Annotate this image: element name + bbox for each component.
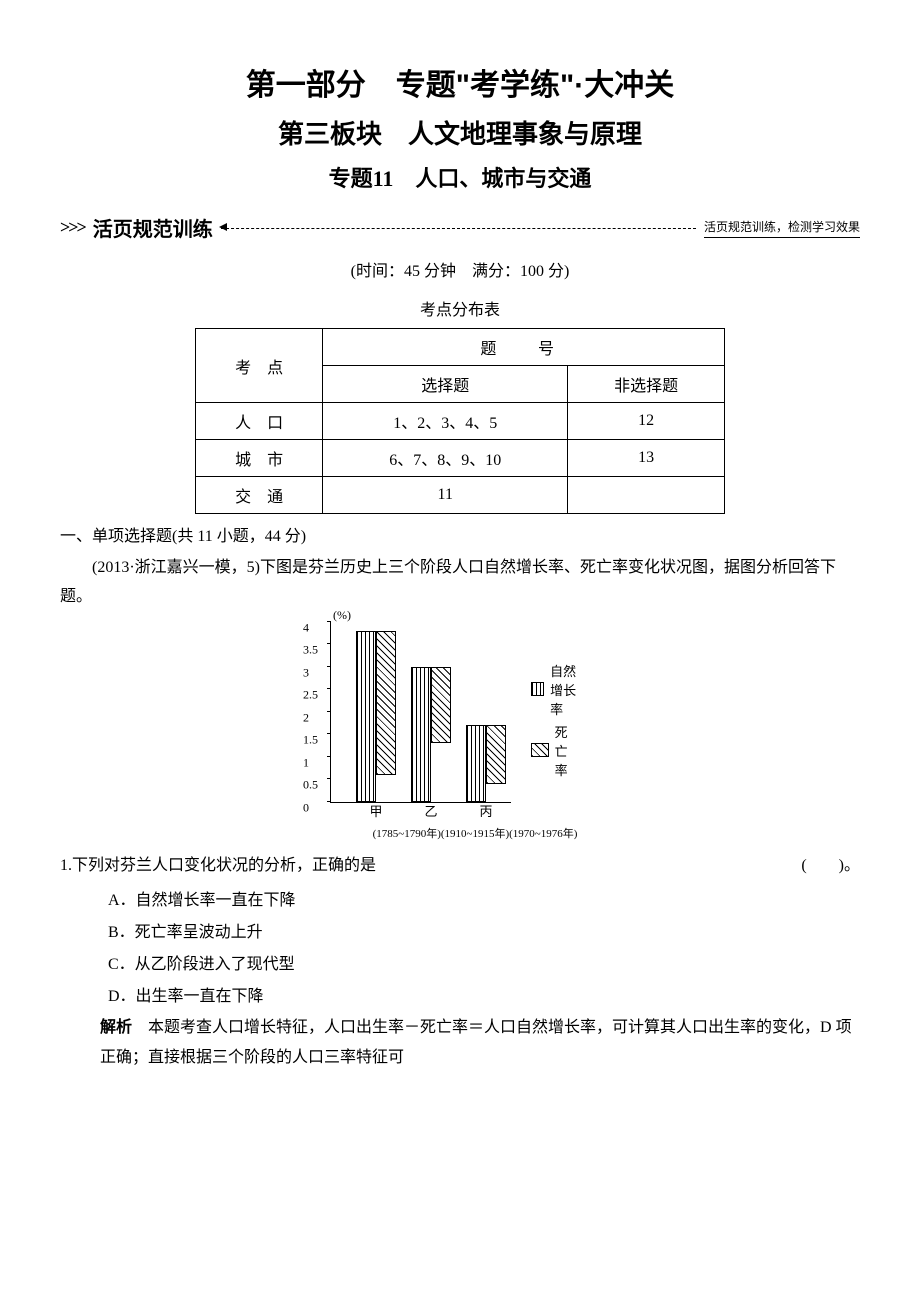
dist-table: 考 点 题 号 选择题 非选择题 人 口 1、2、3、4、5 12 城 市 6、… bbox=[195, 328, 725, 514]
bar-death bbox=[431, 667, 451, 744]
legend-label: 自然增长率 bbox=[550, 661, 578, 718]
practice-header: >>> 活页规范训练 活页规范训练，检测学习效果 bbox=[60, 213, 860, 242]
bar-group bbox=[411, 667, 451, 802]
x-caption: (1785~1790年)(1910~1915年)(1970~1976年) bbox=[330, 825, 620, 841]
th-qno: 题 号 bbox=[323, 329, 725, 366]
legend-label: 死亡率 bbox=[555, 722, 578, 779]
question-line: 1.下列对芬兰人口变化状况的分析，正确的是 ( )。 bbox=[60, 851, 860, 875]
th-topic: 考 点 bbox=[196, 329, 323, 403]
bar-nir bbox=[411, 667, 431, 802]
question-text: 1.下列对芬兰人口变化状况的分析，正确的是 bbox=[60, 851, 376, 875]
title-sub: 第三板块 人文地理事象与原理 bbox=[60, 114, 860, 151]
bar-group bbox=[466, 725, 506, 802]
cell: 6、7、8、9、10 bbox=[323, 440, 568, 477]
table-row: 考 点 题 号 bbox=[196, 329, 725, 366]
y-unit: (%) bbox=[333, 608, 351, 623]
dist-table-title: 考点分布表 bbox=[60, 296, 860, 320]
cell bbox=[568, 477, 725, 514]
x-label: 甲 bbox=[369, 801, 382, 820]
chart-container: (%) 自然增长率 死亡率 00.511.522.533.54甲乙丙 (1785… bbox=[300, 622, 620, 841]
bar-death bbox=[376, 631, 396, 775]
bar-nir bbox=[466, 725, 486, 802]
table-row: 人 口 1、2、3、4、5 12 bbox=[196, 403, 725, 440]
analysis-label: 解析 bbox=[100, 1019, 132, 1036]
y-tick: 3.5 bbox=[303, 643, 318, 658]
title-main: 第一部分 专题"考学练"·大冲关 bbox=[60, 60, 860, 104]
cell: 12 bbox=[568, 403, 725, 440]
legend-swatch-nir bbox=[531, 682, 544, 696]
option-c: C．从乙阶段进入了现代型 bbox=[108, 949, 860, 981]
practice-note: 活页规范训练，检测学习效果 bbox=[704, 218, 860, 238]
y-tick: 0.5 bbox=[303, 778, 318, 793]
chart-legend: 自然增长率 死亡率 bbox=[531, 657, 578, 783]
chevrons-icon: >>> bbox=[60, 217, 85, 238]
cell: 11 bbox=[323, 477, 568, 514]
option-a: A．自然增长率一直在下降 bbox=[108, 885, 860, 917]
analysis-text: 本题考查人口增长特征，人口出生率－死亡率＝人口自然增长率，可计算其人口出生率的变… bbox=[100, 1019, 852, 1066]
table-row: 城 市 6、7、8、9、10 13 bbox=[196, 440, 725, 477]
table-row: 交 通 11 bbox=[196, 477, 725, 514]
y-tick: 4 bbox=[303, 620, 309, 635]
y-tick: 3 bbox=[303, 665, 309, 680]
y-tick: 2 bbox=[303, 710, 309, 725]
cell: 交 通 bbox=[196, 477, 323, 514]
bar-group bbox=[356, 631, 396, 802]
analysis-block: 解析 本题考查人口增长特征，人口出生率－死亡率＝人口自然增长率，可计算其人口出生… bbox=[100, 1013, 860, 1074]
y-tick: 0 bbox=[303, 800, 309, 815]
th-nonchoice: 非选择题 bbox=[568, 366, 725, 403]
title-topic: 专题11 人口、城市与交通 bbox=[60, 161, 860, 193]
cell: 13 bbox=[568, 440, 725, 477]
x-label: 丙 bbox=[479, 801, 492, 820]
option-d: D．出生率一直在下降 bbox=[108, 981, 860, 1013]
legend-swatch-death bbox=[531, 743, 549, 757]
option-b: B．死亡率呈波动上升 bbox=[108, 917, 860, 949]
options-block: A．自然增长率一直在下降 B．死亡率呈波动上升 C．从乙阶段进入了现代型 D．出… bbox=[108, 885, 860, 1013]
legend-item: 自然增长率 bbox=[531, 661, 578, 718]
x-label: 乙 bbox=[424, 801, 437, 820]
cell: 人 口 bbox=[196, 403, 323, 440]
cell: 1、2、3、4、5 bbox=[323, 403, 568, 440]
cell: 城 市 bbox=[196, 440, 323, 477]
bar-death bbox=[486, 725, 506, 784]
question-stem: (2013·浙江嘉兴一模，5)下图是芬兰历史上三个阶段人口自然增长率、死亡率变化… bbox=[60, 554, 860, 612]
arrow-line bbox=[221, 227, 696, 229]
y-tick: 1.5 bbox=[303, 733, 318, 748]
th-choice: 选择题 bbox=[323, 366, 568, 403]
y-tick: 2.5 bbox=[303, 688, 318, 703]
practice-label: 活页规范训练 bbox=[93, 213, 213, 242]
section-heading: 一、单项选择题(共 11 小题，44 分) bbox=[60, 522, 860, 546]
legend-item: 死亡率 bbox=[531, 722, 578, 779]
y-tick: 1 bbox=[303, 755, 309, 770]
answer-blank: ( )。 bbox=[801, 851, 860, 875]
time-score: (时间：45 分钟 满分：100 分) bbox=[60, 257, 860, 281]
bar-nir bbox=[356, 631, 376, 802]
bar-chart: (%) 自然增长率 死亡率 00.511.522.533.54甲乙丙 bbox=[330, 622, 511, 803]
